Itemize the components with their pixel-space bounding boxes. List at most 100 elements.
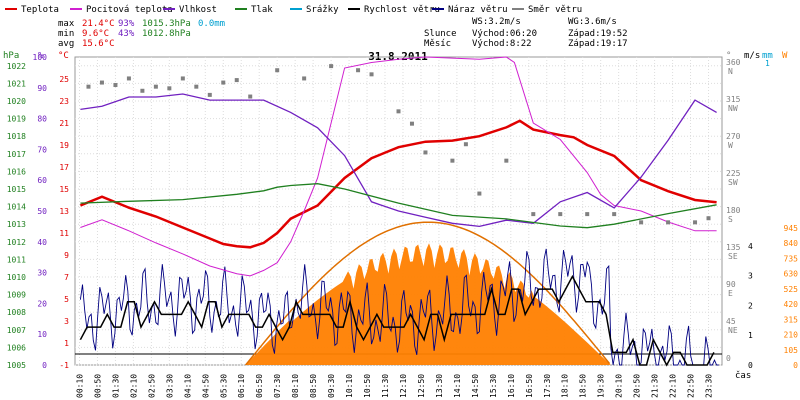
tick-time: 10:10 (345, 374, 354, 398)
tick-time: 08:10 (291, 374, 300, 398)
solar-area (245, 243, 611, 365)
tick-solar: 210 (784, 331, 799, 340)
tick-time: 17:30 (543, 374, 552, 398)
wind-wg: WG:3.6m/s (568, 17, 617, 27)
tick-solar: 105 (784, 346, 799, 355)
tick-time: 12:10 (399, 374, 408, 398)
tick-direction: 45 (726, 317, 736, 326)
tick-time: 06:10 (237, 374, 246, 398)
stat-min-press: 1012.8hPa (142, 29, 191, 39)
stat-max-hum: 93% (118, 19, 135, 29)
tick-time: 00:50 (93, 374, 102, 398)
wind-direction-point (248, 94, 253, 99)
stat-min-hum: 43% (118, 29, 135, 39)
series-line (80, 56, 717, 277)
tick-time: 20:50 (633, 374, 642, 398)
tick-time: 12:50 (417, 374, 426, 398)
tick-direction: 135 (726, 243, 741, 252)
tick-humidity: 60 (37, 176, 47, 185)
tick-direction: 315 (726, 95, 741, 104)
tick-time: 22:10 (669, 374, 678, 398)
tick-direction: 0 (726, 354, 731, 363)
tick-pressure: 1018 (7, 132, 26, 141)
solar-series (245, 221, 611, 366)
tick-temp: -1 (59, 361, 69, 370)
series-line (79, 119, 717, 249)
tick-time: 16:10 (507, 374, 516, 398)
tick-pressure: 1012 (7, 238, 26, 247)
wind-direction-point (113, 83, 118, 88)
tick-time: 02:10 (129, 374, 138, 398)
wind-direction-point (356, 68, 361, 73)
axis-header-degc: °C (58, 51, 69, 61)
tick-pressure: 1007 (7, 326, 26, 335)
wind-direction-point (531, 212, 536, 217)
wind-direction-point (639, 220, 644, 225)
tick-time: 19:30 (597, 374, 606, 398)
legend-label: Směr větru (528, 5, 582, 15)
wind-direction-point (302, 76, 307, 81)
tick-humidity: 70 (37, 145, 47, 154)
tick-time: 05:30 (219, 374, 228, 398)
tick-temp: 1 (64, 339, 69, 348)
tick-pressure: 1010 (7, 273, 26, 282)
wind-direction-point (86, 84, 91, 89)
tick-humidity: 0 (42, 361, 47, 370)
tick-direction-card: NE (728, 326, 738, 335)
tick-pressure: 1019 (7, 115, 26, 124)
moon-rise: Východ:8:22 (472, 39, 532, 49)
tick-time: 09:30 (327, 374, 336, 398)
tick-time: 04:50 (201, 374, 210, 398)
tick-pressure: 1020 (7, 97, 26, 106)
stats-block: max 21.4°C 93% 1015.3hPa 0.0mm min 9.6°C… (58, 19, 225, 49)
legend-label: Srážky (306, 5, 339, 15)
tick-humidity: 80 (37, 115, 47, 124)
tick-humidity: 100 (33, 53, 48, 62)
tick-wind: 0 (748, 361, 753, 370)
tick-direction: 360 (726, 58, 741, 67)
tick-time: 01:30 (111, 374, 120, 398)
tick-temp: 5 (64, 295, 69, 304)
legend-label: Náraz větru (448, 5, 508, 15)
wind-direction-point (329, 64, 334, 69)
tick-solar: 735 (784, 254, 799, 263)
wind-direction-point (234, 78, 239, 83)
axis-header-w: W (782, 51, 788, 61)
tick-temp: 11 (59, 229, 69, 238)
wind-direction-point (463, 142, 468, 147)
tick-time: 10:50 (363, 374, 372, 398)
wind-direction-point (396, 109, 401, 114)
tick-pressure: 1009 (7, 291, 26, 300)
stat-avg-temp: 15.6°C (82, 39, 115, 49)
tick-pressure: 1011 (7, 255, 26, 264)
stat-max-temp: 21.4°C (82, 19, 115, 29)
tick-time: 08:50 (309, 374, 318, 398)
tick-time: 02:50 (147, 374, 156, 398)
wind-direction-point (585, 212, 590, 217)
tick-direction: 270 (726, 132, 741, 141)
wind-direction-point (558, 212, 563, 217)
tick-time: 15:30 (489, 374, 498, 398)
tick-time: 13:30 (435, 374, 444, 398)
tick-humidity: 10 (37, 330, 47, 339)
stat-max-press: 1015.3hPa (142, 19, 191, 29)
tick-humidity: 90 (37, 84, 47, 93)
tick-humidity: 20 (37, 299, 47, 308)
tick-time: 06:50 (255, 374, 264, 398)
legend-label: Teplota (21, 5, 59, 15)
wind-direction-point (194, 84, 199, 89)
tick-time: 03:30 (165, 374, 174, 398)
tick-pressure: 1006 (7, 343, 26, 352)
wind-direction-point (207, 92, 212, 97)
tick-pressure: 1008 (7, 308, 26, 317)
wind-direction-point (275, 68, 280, 73)
tick-temp: 9 (64, 251, 69, 260)
legend-label: Rychlost větru (364, 5, 440, 15)
tick-temp: 15 (59, 185, 69, 194)
tick-temp: 17 (59, 163, 69, 172)
tick-temp: 25 (59, 75, 69, 84)
sun-label: Slunce (424, 29, 457, 39)
wind-direction-point (612, 212, 617, 217)
tick-direction-card: N (728, 67, 733, 76)
